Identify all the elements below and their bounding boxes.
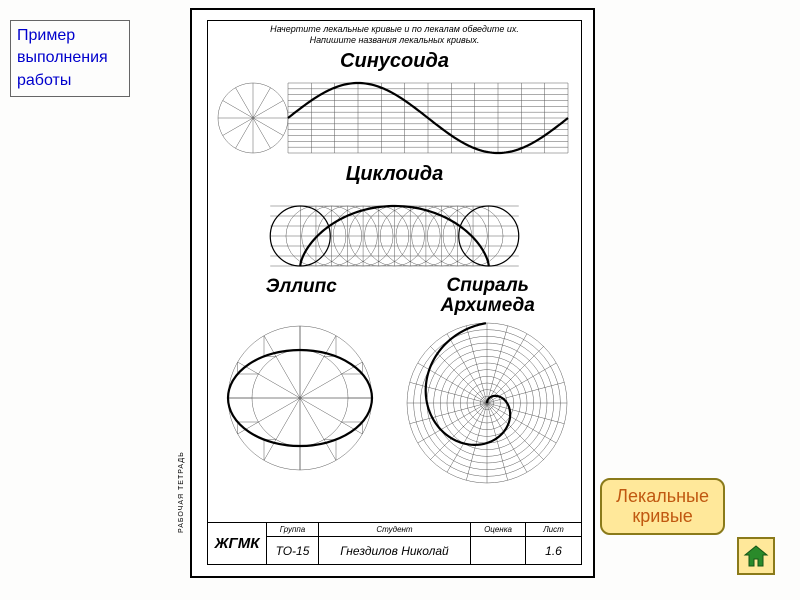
tb-val: 1.6 <box>526 537 581 564</box>
tb-logo: ЖГМК <box>208 523 267 564</box>
task-text: Начертите лекальные кривые и по лекалам … <box>208 21 581 48</box>
tb-val: ТО-15 <box>267 537 318 564</box>
spiral-title: СпиральАрхимеда <box>395 276 582 316</box>
tb-col-3: Лист1.6 <box>526 523 581 564</box>
drawing-frame: Начертите лекальные кривые и по лекалам … <box>207 20 582 565</box>
sinusoid-title: Синусоида <box>208 50 581 73</box>
task-line2: Напишите названия лекальных кривых. <box>218 35 571 46</box>
tb-col-2: Оценка <box>471 523 526 564</box>
tb-head: Оценка <box>471 523 525 537</box>
drawing-sheet: Начертите лекальные кривые и по лекалам … <box>190 8 595 578</box>
tb-columns: ГруппаТО-15СтудентГнездилов НиколайОценк… <box>267 523 581 564</box>
tb-col-0: ГруппаТО-15 <box>267 523 319 564</box>
tb-head: Студент <box>319 523 470 537</box>
ellipse-diagram <box>208 298 393 478</box>
home-button[interactable] <box>737 537 775 575</box>
ellipse-title: Эллипс <box>208 276 395 298</box>
tb-col-1: СтудентГнездилов Николай <box>319 523 471 564</box>
workbook-label: РАБОЧАЯ ТЕТРАДЬ <box>178 451 185 533</box>
cycloid-diagram <box>208 186 581 276</box>
home-icon <box>743 543 769 569</box>
tb-val <box>471 537 525 564</box>
spiral-diagram <box>395 315 580 490</box>
task-line1: Начертите лекальные кривые и по лекалам … <box>218 24 571 35</box>
cycloid-title: Циклоида <box>208 163 581 186</box>
sinusoid-diagram <box>208 73 581 163</box>
tb-head: Лист <box>526 523 581 537</box>
example-label: Пример выполнения работы <box>10 20 130 97</box>
curves-button[interactable]: Лекальные кривые <box>600 478 725 535</box>
tb-val: Гнездилов Николай <box>319 537 470 564</box>
title-block: ЖГМК ГруппаТО-15СтудентГнездилов Николай… <box>208 522 581 564</box>
tb-head: Группа <box>267 523 318 537</box>
